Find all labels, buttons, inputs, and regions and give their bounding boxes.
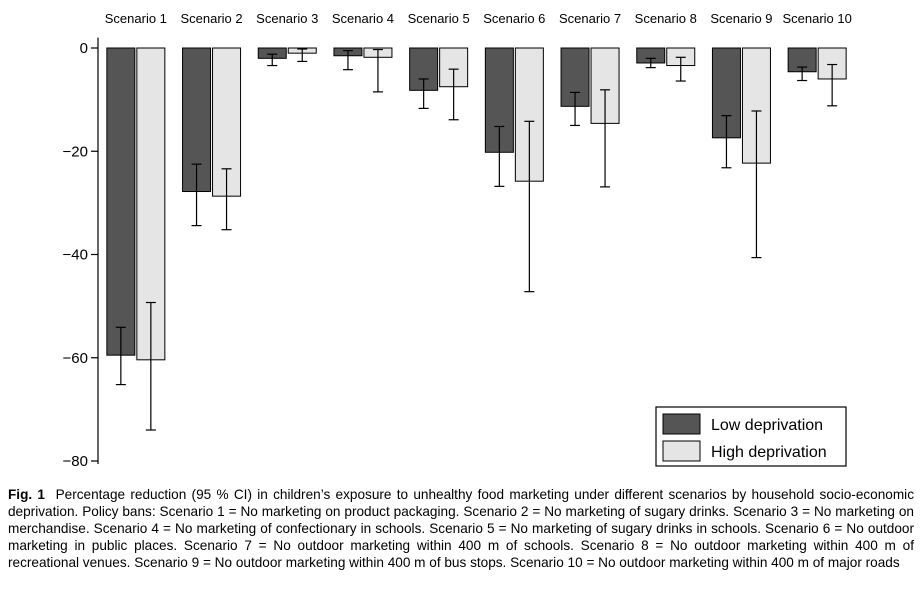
category-label: Scenario 8 [635,11,697,26]
category-label: Scenario 6 [483,11,545,26]
category-label: Scenario 1 [105,11,167,26]
caption-text: Percentage reduction (95 % CI) in childr… [8,487,914,570]
category-label: Scenario 7 [559,11,621,26]
category-labels: Scenario 1 Scenario 2 Scenario 3 Scenario 4… [105,11,852,26]
category-label: Scenario 3 [256,11,318,26]
bars [106,47,847,431]
category-label: Scenario 10 [782,11,851,26]
legend-swatch-low [662,413,701,435]
figure-caption: Fig. 1 Percentage reduction (95 % CI) in… [8,486,914,571]
caption-label: Fig. 1 [8,487,45,502]
legend-swatch-high [662,440,701,462]
category-label: Scenario 2 [180,11,242,26]
y-tick-label: −80 [63,453,88,470]
category-label: Scenario 9 [710,11,772,26]
y-axis: 0 −20 −40 −60 −80 [63,37,99,470]
category-label: Scenario 5 [408,11,470,26]
legend: Low deprivation High deprivation [655,406,847,467]
legend-label-high: High deprivation [711,444,827,461]
category-label: Scenario 4 [332,11,394,26]
y-tick-label: −60 [63,350,88,367]
y-tick-label: 0 [80,40,88,57]
y-tick-label: −20 [63,143,88,160]
y-tick-label: −40 [63,247,88,264]
legend-label-low: Low deprivation [711,417,823,434]
bar-chart: 0−20−40−60−80 Scenario 1 Scenario 2 Scenar… [63,11,852,470]
bar-low-deprivation [106,47,136,356]
